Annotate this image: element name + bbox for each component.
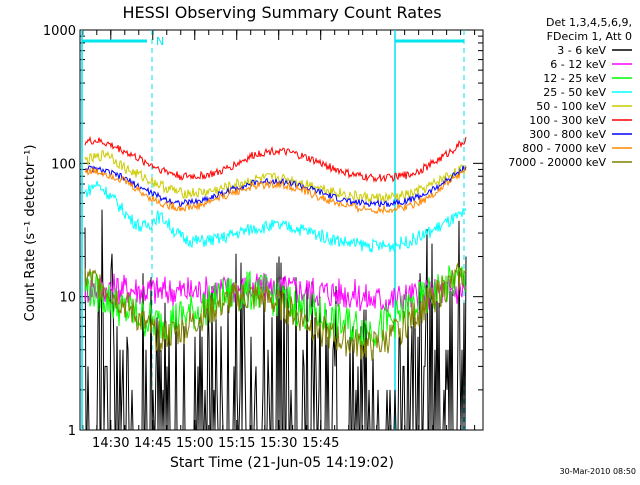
- legend-label: 25 - 50 keV: [543, 86, 606, 99]
- legend-label: 50 - 100 keV: [536, 100, 606, 113]
- x-tick-label: 15:45: [302, 436, 339, 451]
- x-tick-label: 15:30: [260, 436, 297, 451]
- x-tick-label: 15:15: [218, 436, 255, 451]
- legend-label: 7000 - 20000 keV: [508, 156, 606, 169]
- series-line: [84, 165, 467, 215]
- y-tick-label: 1: [68, 424, 76, 439]
- legend-label: 300 - 800 keV: [529, 128, 606, 141]
- timestamp-annotation: 30-Mar-2010 08:50: [560, 467, 637, 476]
- series-line: [84, 165, 467, 208]
- series-line: [84, 265, 467, 347]
- legend-label: 12 - 25 keV: [543, 72, 606, 85]
- y-tick-label: 100: [51, 157, 76, 172]
- attenuator-label: N: [156, 35, 164, 48]
- x-tick-label: 14:45: [134, 436, 171, 451]
- x-tick-label: 15:00: [176, 436, 213, 451]
- x-tick-label: 14:30: [92, 436, 129, 451]
- legend-label: 3 - 6 keV: [557, 44, 606, 57]
- chart-title: HESSI Observing Summary Count Rates: [122, 3, 441, 22]
- x-axis-label: Start Time (21-Jun-05 14:19:02): [170, 455, 394, 471]
- series-line: [84, 180, 467, 253]
- y-tick-label: 1000: [43, 24, 76, 39]
- legend-header-line-1: Det 1,3,4,5,6,9,: [546, 16, 632, 29]
- series-line: [84, 150, 467, 204]
- legend-header-line-2: FDecim 1, Att 0: [547, 30, 632, 43]
- legend-label: 800 - 7000 keV: [522, 142, 606, 155]
- y-axis-label: Count Rate (s⁻¹ detector⁻¹): [23, 145, 38, 322]
- series-line: [84, 261, 467, 362]
- legend-label: 6 - 12 keV: [550, 58, 606, 71]
- legend-label: 100 - 300 keV: [529, 114, 606, 127]
- plot-area: 1 10 100 1000 14:30 14:45 15:00 15:15 15:30 15:45…: [43, 24, 484, 451]
- legend: Det 1,3,4,5,6,9, FDecim 1, Att 0 3 - 6 k…: [508, 16, 632, 169]
- y-tick-label: 10: [59, 291, 76, 306]
- series-line: [84, 135, 467, 183]
- plot-frame: [79, 29, 484, 431]
- series-line: [84, 209, 467, 431]
